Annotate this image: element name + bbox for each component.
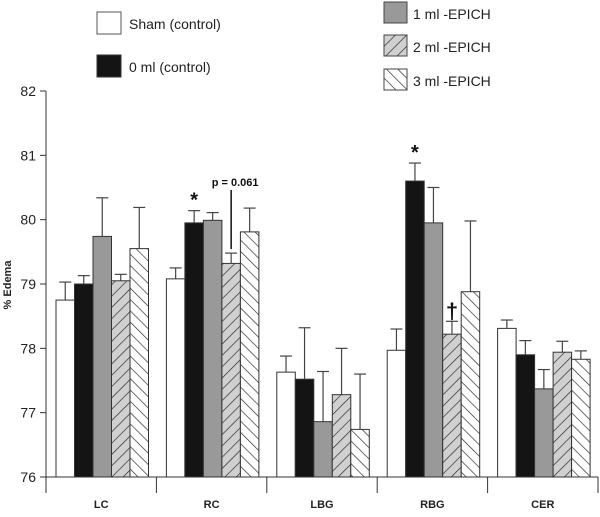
bar xyxy=(92,235,112,478)
bar xyxy=(497,327,517,478)
x-tick-label: CER xyxy=(531,499,554,511)
annotations: * p = 0.061 * † xyxy=(190,142,458,323)
bars xyxy=(55,162,591,478)
bar xyxy=(184,222,204,478)
bar xyxy=(313,421,333,478)
y-tick-label: 79 xyxy=(20,276,36,292)
y-axis-label: % Edema xyxy=(2,260,14,310)
legend-label-3ml: 3 ml -EPICH xyxy=(413,73,491,89)
legend-swatch-3ml xyxy=(383,68,408,91)
y-tick-label: 82 xyxy=(20,83,36,99)
legend-label-sham: Sham (control) xyxy=(129,16,221,32)
dagger-annotation: † xyxy=(446,298,458,323)
bar xyxy=(552,351,573,478)
bar xyxy=(165,278,186,478)
bar xyxy=(460,291,481,478)
x-tick-label: RC xyxy=(204,499,220,511)
legend-swatch-sham xyxy=(96,11,122,35)
legend-label-0ml: 0 ml (control) xyxy=(129,59,211,75)
legend-swatch-2ml xyxy=(383,34,408,57)
bar xyxy=(55,299,75,478)
bar xyxy=(294,378,315,478)
bar xyxy=(405,180,425,478)
significance-asterisk: * xyxy=(190,190,198,212)
bar xyxy=(111,280,131,478)
bar xyxy=(239,231,260,478)
legend-item-sham: Sham (control) xyxy=(96,11,221,35)
bar xyxy=(202,219,223,478)
bar xyxy=(350,428,370,478)
bar xyxy=(534,388,554,478)
legend-item-0ml: 0 ml (control) xyxy=(96,54,211,78)
bar xyxy=(571,358,591,478)
legend: Sham (control) 0 ml (control) 1 ml -EPIC… xyxy=(96,1,491,91)
p-value-label: p = 0.061 xyxy=(212,177,259,189)
legend-swatch-0ml xyxy=(96,54,122,78)
legend-item-3ml: 3 ml -EPICH xyxy=(383,68,491,91)
bar xyxy=(331,394,352,478)
legend-label-1ml: 1 ml -EPICH xyxy=(413,6,491,22)
bar xyxy=(74,283,94,478)
x-tick-label: LBG xyxy=(310,499,333,511)
y-tick-label: 80 xyxy=(20,212,36,228)
bar xyxy=(515,354,536,478)
legend-label-2ml: 2 ml -EPICH xyxy=(413,39,491,55)
y-tick-label: 81 xyxy=(20,147,36,163)
bar xyxy=(423,222,444,478)
bar xyxy=(221,262,241,478)
x-tick-label: LC xyxy=(94,499,109,511)
legend-swatch-1ml xyxy=(383,1,408,24)
bar xyxy=(276,371,296,478)
bar xyxy=(442,333,462,478)
bar xyxy=(129,248,149,478)
y-tick-label: 78 xyxy=(20,340,36,356)
legend-item-1ml: 1 ml -EPICH xyxy=(383,1,491,24)
y-tick-label: 77 xyxy=(20,405,36,421)
bar xyxy=(386,349,407,478)
significance-asterisk: * xyxy=(411,142,419,164)
x-tick-label: RBG xyxy=(420,499,444,511)
y-tick-label: 76 xyxy=(20,469,36,485)
legend-item-2ml: 2 ml -EPICH xyxy=(383,34,491,57)
